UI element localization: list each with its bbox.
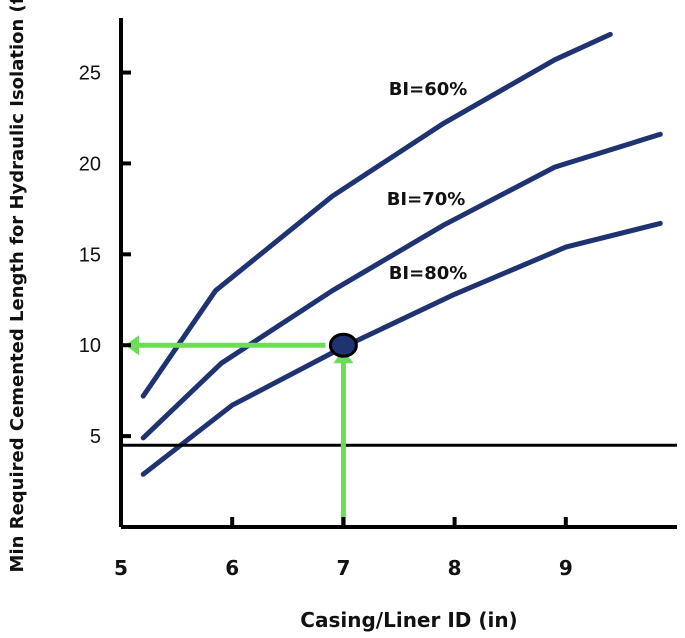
series-2-point-3 bbox=[331, 290, 333, 292]
y-tick-label-2: 10 bbox=[79, 335, 101, 357]
series-layer bbox=[140, 31, 663, 477]
x-tick-label-3: 7 bbox=[336, 556, 350, 580]
series-2-point-5 bbox=[554, 166, 556, 168]
y-tick-label-3: 15 bbox=[79, 244, 101, 266]
x-axis-title: Casing/Liner ID (in) bbox=[300, 608, 517, 632]
series-1-point-6 bbox=[609, 34, 611, 36]
series-line-1 bbox=[140, 31, 613, 399]
x-tick-label-2: 6 bbox=[225, 556, 239, 580]
series-1-point-3 bbox=[331, 195, 333, 197]
series-3-point-1 bbox=[142, 473, 144, 475]
x-tick-label-1: 5 bbox=[114, 556, 128, 580]
y-tick-label-5: 25 bbox=[79, 63, 101, 85]
label-layer: 5 10 15 20 25 5 6 7 8 9 Casing/Liner ID (in) Min Re… bbox=[7, 0, 573, 632]
overlay-layer bbox=[121, 332, 677, 527]
horizontal-highlight-arrow-head bbox=[125, 335, 139, 356]
series-3-point-6 bbox=[660, 223, 662, 225]
series-line-2 bbox=[140, 131, 663, 441]
series-label-1: BI=60% bbox=[389, 79, 468, 100]
series-2-point-6 bbox=[660, 134, 662, 136]
series-1-point-5 bbox=[554, 59, 556, 61]
series-1-point-2 bbox=[215, 290, 217, 292]
y-axis-title: Min Required Cemented Length for Hydraul… bbox=[7, 0, 28, 572]
series-2-point-1 bbox=[142, 437, 144, 439]
series-3-point-4 bbox=[454, 294, 456, 296]
series-label-3: BI=80% bbox=[389, 263, 468, 284]
series-label-2: BI=70% bbox=[387, 189, 466, 210]
series-2-point-2 bbox=[220, 363, 222, 365]
series-1-point-4 bbox=[443, 123, 445, 125]
series-1-point-1 bbox=[142, 395, 144, 397]
x-tick-label-5: 9 bbox=[559, 556, 573, 580]
series-2-point-4 bbox=[443, 224, 445, 226]
axes-layer bbox=[119, 18, 677, 529]
series-3-point-2 bbox=[231, 404, 233, 406]
y-tick-label-4: 20 bbox=[79, 153, 101, 175]
y-tick-label-1: 5 bbox=[90, 426, 101, 448]
series-line-3 bbox=[140, 220, 663, 477]
highlight-point bbox=[328, 332, 358, 358]
series-3-point-5 bbox=[565, 246, 567, 248]
x-tick-label-4: 8 bbox=[448, 556, 462, 580]
